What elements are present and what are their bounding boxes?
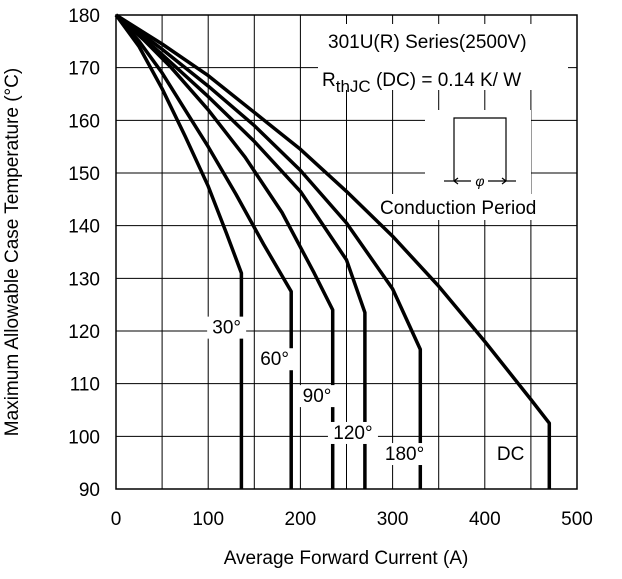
series-title: 301U(R) Series(2500V) [328,32,527,53]
y-tick-label: 110 [70,375,100,396]
curve-label: 90° [303,386,332,407]
curve-label-background [297,385,337,408]
curve-label-background [379,443,430,466]
curve-label: 180° [385,444,424,465]
x-tick-label: 100 [192,509,224,530]
x-tick-label: 500 [561,509,593,530]
curve-label: 60° [260,349,289,370]
curve-label: DC [497,444,524,465]
rth-subscript: thJC [336,77,371,96]
y-tick-label: 150 [68,164,100,185]
curve-180 [114,13,423,489]
curve-label-background [327,421,378,444]
curve-label: 120° [333,423,372,444]
x-tick-label: 0 [111,509,122,530]
x-tick-label: 300 [377,509,409,530]
x-axis-title: Average Forward Current (A) [224,548,469,569]
curve-90 [114,13,335,489]
y-tick-label: 130 [68,269,100,290]
curve-labels: 30° 60° 90°120° 180° DC [207,316,525,466]
tick-labels: 0 100 200 300 400 500 90 100 110 120 130 140 150 160 1… [68,6,593,530]
curve-dc [115,13,552,489]
y-tick-label: 140 [68,217,100,238]
curve-label: 30° [212,318,241,339]
y-axis-title: Maximum Allowable Case Temperature (°C) [2,68,23,436]
x-tick-label: 400 [469,509,501,530]
y-tick-label: 160 [68,111,100,132]
x-tick-label: 200 [285,509,317,530]
curve-120 [114,13,367,489]
curve-60 [114,13,293,489]
curve-30 [114,13,244,489]
rth-prefix: R [322,70,336,91]
y-tick-label: 100 [68,427,100,448]
curve-label-background [207,316,247,339]
curve-label-background [496,443,525,466]
conduction-label-background [378,194,576,220]
y-tick-label: 170 [68,59,100,80]
conduction-waveform-icon [444,117,516,185]
conduction-period-label: Conduction Period [380,198,536,219]
phi-symbol: φ [475,173,484,189]
y-tick-label: 120 [68,322,100,343]
thermal-resistance-label: RthJC (DC) = 0.14 K/ W [322,70,521,96]
curve-label-background [255,348,295,371]
annotation-background [318,24,568,90]
curves [114,13,552,489]
y-tick-label: 90 [79,480,100,501]
y-tick-label: 180 [68,6,100,27]
rth-rest: (DC) = 0.14 K/ W [371,70,522,91]
plot-frame [115,14,578,490]
